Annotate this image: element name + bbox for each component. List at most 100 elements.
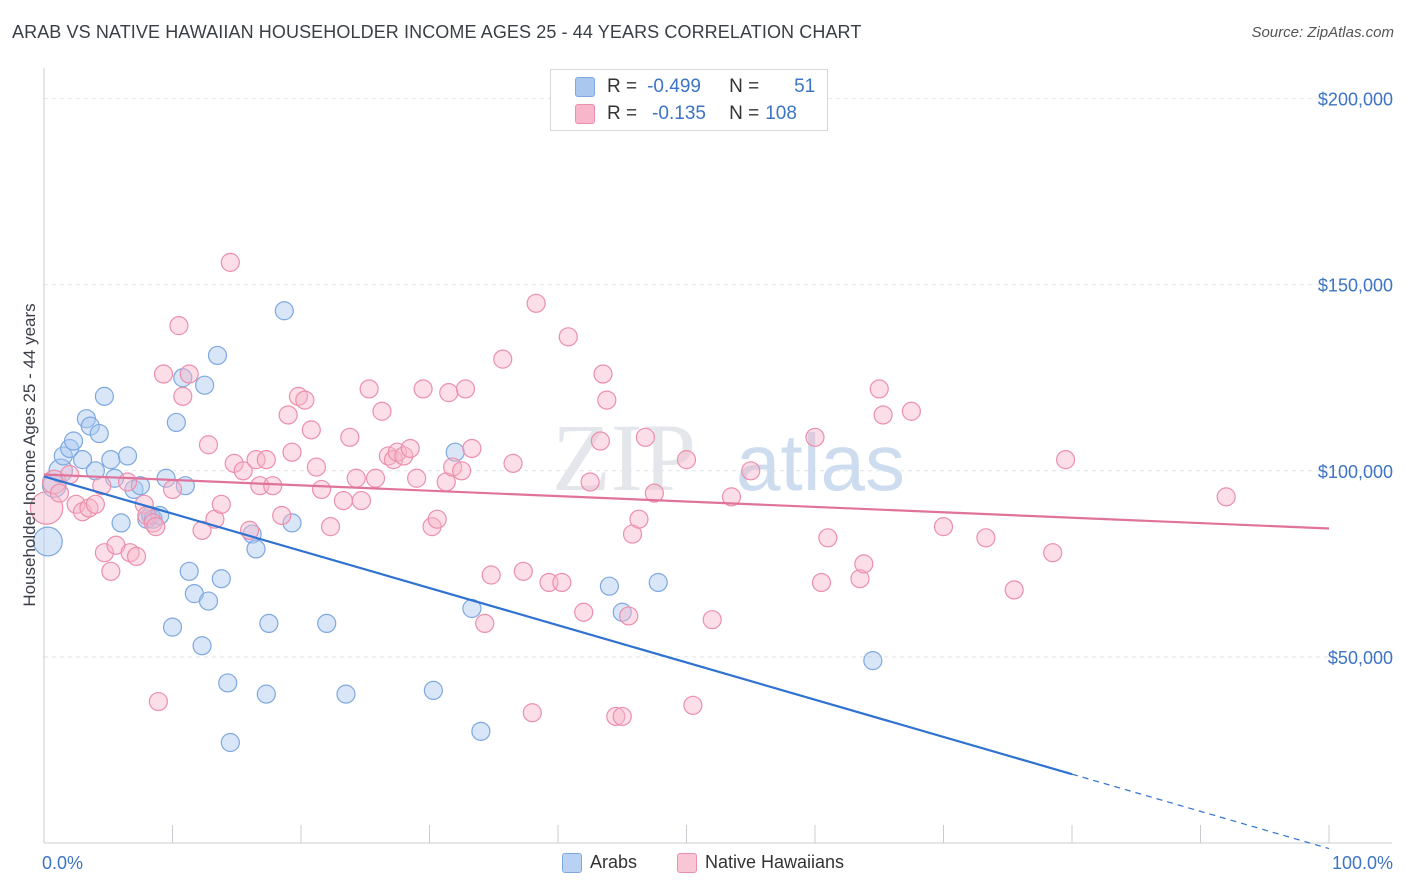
data-point xyxy=(721,487,742,507)
data-point xyxy=(351,490,371,511)
data-point xyxy=(111,513,131,533)
data-point xyxy=(195,375,215,395)
data-point xyxy=(295,390,315,410)
y-tick-label: $50,000 xyxy=(1328,648,1393,668)
data-point xyxy=(94,543,114,563)
data-point xyxy=(301,420,321,440)
data-point xyxy=(220,252,240,272)
watermark-atlas: atlas xyxy=(736,418,905,507)
data-point xyxy=(173,386,193,406)
data-point xyxy=(455,379,476,399)
data-point xyxy=(452,461,472,481)
data-point xyxy=(166,412,186,433)
series-legend: Arabs Native Hawaiians xyxy=(0,852,1406,873)
data-point xyxy=(233,461,253,481)
x-tick-labels: 0.0% 100.0% xyxy=(42,853,1393,873)
data-point xyxy=(29,491,64,525)
data-point xyxy=(574,602,594,622)
legend-item-native-hawaiians: Native Hawaiians xyxy=(676,852,845,873)
data-point xyxy=(218,673,238,693)
data-point xyxy=(676,450,697,470)
legend-item-arabs: Arabs xyxy=(561,852,637,873)
data-point xyxy=(359,379,379,399)
native-hawaiians-swatch xyxy=(575,104,595,124)
data-point xyxy=(644,483,664,503)
data-point xyxy=(394,446,414,466)
data-point xyxy=(117,472,138,492)
data-point xyxy=(162,617,183,637)
data-point xyxy=(580,472,600,492)
y-tick-labels: $50,000 $100,000 $150,000 $200,000 xyxy=(1318,90,1393,668)
data-point xyxy=(901,401,921,421)
data-point xyxy=(805,427,825,447)
data-point xyxy=(1055,450,1076,470)
data-point xyxy=(863,651,883,671)
legend-row-native-hawaiians: R = -0.135 N = 108 xyxy=(575,101,797,127)
arabs-swatch xyxy=(575,77,595,97)
data-point xyxy=(818,528,838,548)
n-label: N = xyxy=(729,103,760,124)
data-point xyxy=(153,364,174,384)
data-point xyxy=(274,301,294,321)
data-point xyxy=(148,691,168,712)
data-point xyxy=(130,476,150,496)
data-point xyxy=(1004,580,1024,600)
r-label: R = xyxy=(607,103,638,124)
source-label: Source: ZipAtlas.com xyxy=(1251,24,1394,41)
data-point xyxy=(169,316,189,336)
data-point xyxy=(372,401,392,421)
data-point xyxy=(63,431,84,451)
data-point xyxy=(522,703,542,723)
n-label: N = xyxy=(729,76,760,97)
data-point xyxy=(648,572,668,593)
r-label: R = xyxy=(607,76,638,97)
data-point xyxy=(48,458,74,484)
data-point xyxy=(590,431,611,451)
data-point xyxy=(317,613,337,634)
data-point xyxy=(282,442,302,462)
data-point xyxy=(272,505,292,526)
arabs-legend-swatch xyxy=(561,852,582,873)
data-point xyxy=(933,517,954,537)
grid-lines xyxy=(44,98,1392,658)
correlation-legend: R = -0.499 N = 51 R = -0.135 N = 108 xyxy=(550,69,828,131)
data-point xyxy=(976,528,996,548)
data-point xyxy=(599,576,620,596)
trend-line-extension xyxy=(1071,773,1330,850)
data-point xyxy=(503,453,523,473)
data-point xyxy=(869,379,889,399)
data-point xyxy=(593,364,613,384)
y-tick-label: $200,000 xyxy=(1318,90,1393,110)
axes xyxy=(43,68,1392,844)
data-point xyxy=(400,438,420,459)
data-point xyxy=(619,606,639,626)
data-point xyxy=(53,446,73,466)
data-point xyxy=(635,427,655,447)
data-point xyxy=(427,509,447,529)
data-point xyxy=(741,461,761,481)
data-point xyxy=(702,610,722,630)
data-point xyxy=(94,386,114,406)
r-value: -0.499 xyxy=(647,76,701,97)
data-point xyxy=(211,494,231,514)
data-point xyxy=(606,706,626,727)
data-point xyxy=(407,468,427,488)
data-point xyxy=(336,684,356,704)
n-value: 51 xyxy=(794,76,816,97)
data-point xyxy=(346,468,366,488)
data-point xyxy=(340,427,360,447)
data-point xyxy=(282,513,302,533)
legend-label-native-hawaiians: Native Hawaiians xyxy=(704,852,845,872)
data-point xyxy=(513,561,533,581)
data-point xyxy=(683,695,703,715)
data-point xyxy=(811,572,832,593)
data-point xyxy=(1043,543,1063,563)
data-point xyxy=(192,636,212,656)
data-point xyxy=(413,379,433,399)
data-point xyxy=(597,390,617,410)
data-point xyxy=(552,572,572,593)
data-point xyxy=(629,509,649,529)
data-point xyxy=(259,613,279,634)
data-point xyxy=(246,450,266,470)
data-point xyxy=(850,569,870,589)
